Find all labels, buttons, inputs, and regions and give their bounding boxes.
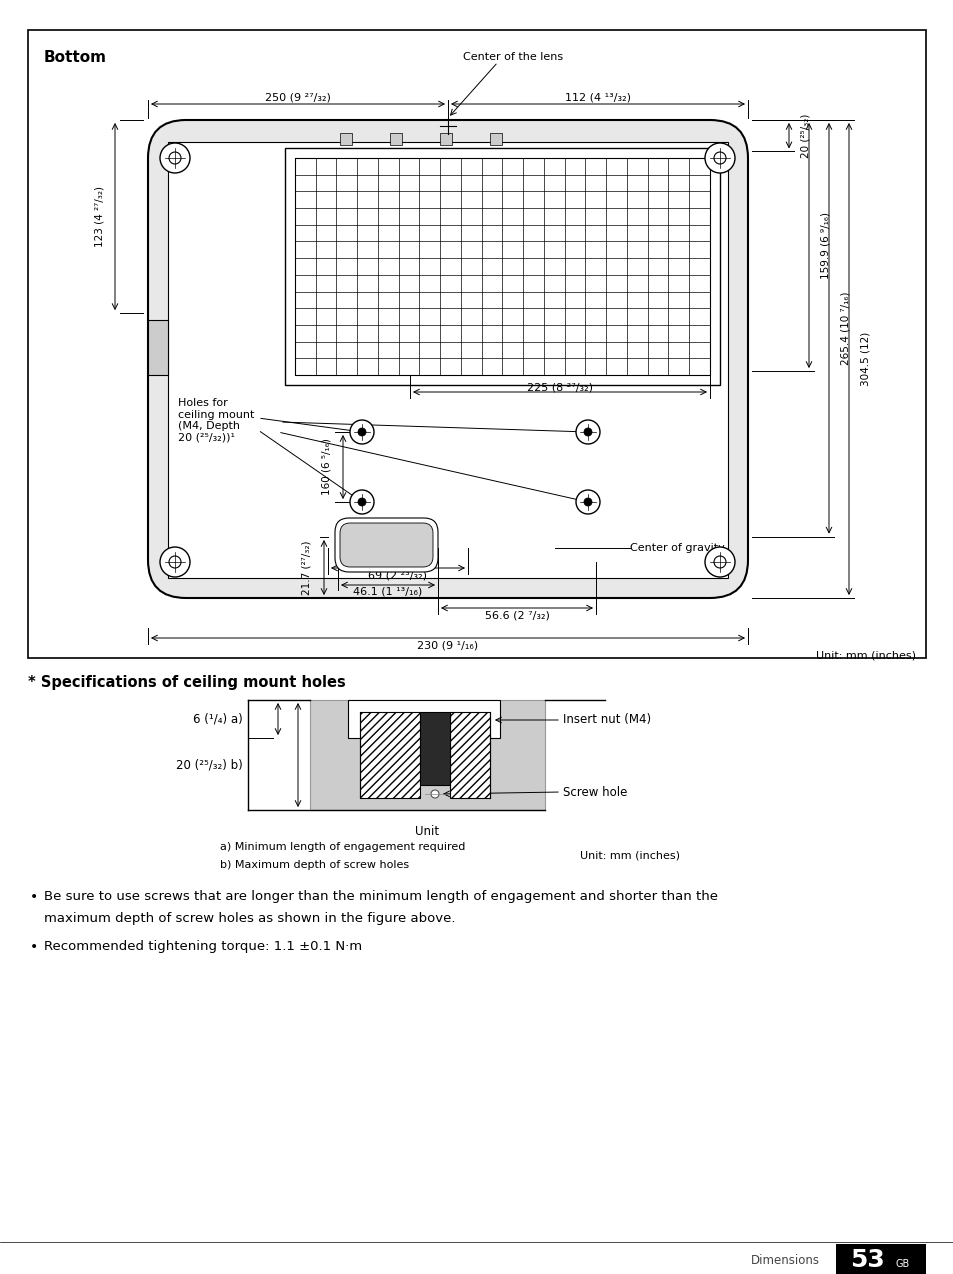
Circle shape (583, 498, 592, 506)
Text: 46.1 (1 ¹³/₁₆): 46.1 (1 ¹³/₁₆) (353, 587, 422, 598)
Circle shape (160, 143, 190, 173)
Circle shape (576, 420, 599, 445)
Text: 159.9 (6 ⁹/₁₆): 159.9 (6 ⁹/₁₆) (821, 211, 830, 279)
Bar (294, 158, 709, 375)
Circle shape (704, 143, 734, 173)
Bar (419, 712, 450, 785)
Text: 225 (8 ²⁷/₃₂): 225 (8 ²⁷/₃₂) (526, 382, 593, 392)
Text: 304.5 (12): 304.5 (12) (861, 331, 870, 386)
Bar (490, 132, 501, 145)
Text: Bottom: Bottom (44, 50, 107, 65)
Text: 230 (9 ¹/₁₆): 230 (9 ¹/₁₆) (417, 640, 478, 650)
Bar (28, 31, 925, 657)
Text: 160 (6 ⁵/₁₆): 160 (6 ⁵/₁₆) (322, 438, 332, 496)
Text: 123 (4 ²⁷/₃₂): 123 (4 ²⁷/₃₂) (95, 186, 105, 247)
Text: Center of the lens: Center of the lens (462, 52, 562, 62)
Text: 250 (9 ²⁷/₃₂): 250 (9 ²⁷/₃₂) (265, 92, 331, 102)
Circle shape (169, 555, 181, 568)
Text: 265.4 (10 ⁷/₁₆): 265.4 (10 ⁷/₁₆) (841, 292, 850, 366)
Text: Screw hole: Screw hole (562, 786, 627, 799)
FancyBboxPatch shape (339, 524, 433, 567)
Circle shape (350, 420, 374, 445)
Text: 20 (²⁵/₃₂) b): 20 (²⁵/₃₂) b) (176, 758, 243, 772)
Text: 53: 53 (849, 1249, 883, 1271)
Text: Holes for
ceiling mount
(M4, Depth
20 (²⁵/₃₂))¹: Holes for ceiling mount (M4, Depth 20 (²… (178, 397, 254, 443)
Bar (348, 699, 499, 738)
Text: GB: GB (895, 1259, 909, 1269)
Text: Unit: mm (inches): Unit: mm (inches) (579, 850, 679, 860)
Circle shape (169, 152, 181, 164)
Text: b) Maximum depth of screw holes: b) Maximum depth of screw holes (220, 860, 409, 870)
Text: Unit: Unit (415, 826, 439, 838)
Text: 21.7 (²⁷/₃₂): 21.7 (²⁷/₃₂) (302, 540, 312, 595)
Text: •: • (30, 940, 38, 954)
Text: Unit: mm (inches): Unit: mm (inches) (815, 650, 915, 660)
Text: •: • (30, 891, 38, 905)
Text: a) Minimum length of engagement required: a) Minimum length of engagement required (220, 842, 465, 852)
Circle shape (357, 498, 366, 506)
Text: 80.7
(3 ³/₁₆): 80.7 (3 ³/₁₆) (383, 544, 416, 564)
Bar (285, 148, 720, 385)
FancyBboxPatch shape (148, 120, 747, 598)
Circle shape (350, 490, 374, 513)
Text: * Specifications of ceiling mount holes: * Specifications of ceiling mount holes (28, 675, 345, 691)
Circle shape (357, 428, 366, 436)
Text: Center of gravity: Center of gravity (629, 543, 724, 553)
Text: Recommended tightening torque: 1.1 ±0.1 N·m: Recommended tightening torque: 1.1 ±0.1 … (44, 940, 362, 953)
Circle shape (713, 555, 725, 568)
Text: 112 (4 ¹³/₃₂): 112 (4 ¹³/₃₂) (564, 92, 630, 102)
Bar (835, 1243, 925, 1274)
Bar (310, 699, 544, 810)
Text: maximum depth of screw holes as shown in the figure above.: maximum depth of screw holes as shown in… (44, 912, 455, 925)
Circle shape (431, 790, 438, 798)
Circle shape (704, 547, 734, 577)
Bar (168, 141, 727, 578)
Text: 6 (¹/₄) a): 6 (¹/₄) a) (193, 712, 243, 725)
Circle shape (160, 547, 190, 577)
Text: Dimensions: Dimensions (750, 1254, 820, 1266)
Circle shape (576, 490, 599, 513)
Circle shape (583, 428, 592, 436)
Bar (439, 132, 452, 145)
Circle shape (713, 152, 725, 164)
Text: 69 (2 ²³/₃₂): 69 (2 ²³/₃₂) (368, 569, 427, 580)
Text: 56.6 (2 ⁷/₃₂): 56.6 (2 ⁷/₃₂) (484, 610, 549, 620)
Bar (450, 712, 490, 798)
Bar (148, 320, 168, 375)
Text: 20 (²⁵/₃₂): 20 (²⁵/₃₂) (801, 113, 810, 158)
Bar (339, 132, 352, 145)
Bar (359, 712, 419, 798)
FancyBboxPatch shape (335, 519, 437, 572)
Bar (390, 132, 401, 145)
Text: Be sure to use screws that are longer than the minimum length of engagement and : Be sure to use screws that are longer th… (44, 891, 718, 903)
Text: Insert nut (M4): Insert nut (M4) (562, 713, 651, 726)
